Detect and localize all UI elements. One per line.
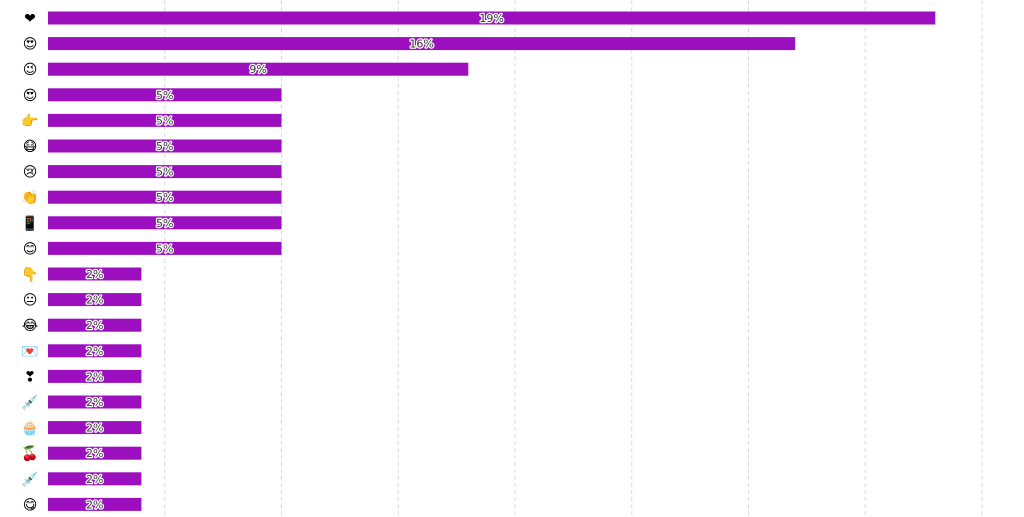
heart-eyes-face-icon: 😍 [23,88,38,104]
pointing-right-icon: 👉 [21,112,39,129]
bar-layer [48,11,936,511]
bar [48,190,282,204]
bar [48,88,282,102]
grid-layer [164,0,983,517]
bar [48,216,282,230]
bar-value-label: 5% [156,217,173,230]
bar-value-label: 2% [86,294,103,307]
bar-value-label: 5% [156,242,173,255]
crying-face-icon: 😢 [23,165,38,181]
bar [48,113,282,127]
winking-face-icon: 😉 [23,62,38,78]
laughing-face-icon: 😂 [22,318,38,334]
bar-value-label: 16% [409,38,433,51]
bar [48,497,142,511]
clapping-hands-icon: 👏 [21,189,38,206]
heart-exclamation-icon: ❣ [24,369,36,385]
mask-face-icon: 😷 [23,139,38,155]
bar [48,62,469,76]
bar-value-label: 2% [86,422,103,435]
bar [48,318,142,332]
bar-value-label: 2% [86,319,103,332]
icon-layer: ❤ 😍 😉 😍 👉 😷 😢 👏 📱 😊 👇 😐 😂 💌 ❣ 💉 🧁 🍒 💉 😋 [21,11,39,513]
bar-value-label: 2% [86,268,103,281]
bar-value-label: 2% [86,396,103,409]
mobile-phone-icon: 📱 [21,215,38,232]
bar [48,472,142,486]
bar-value-label: 9% [249,63,266,76]
smiling-face-icon: 😊 [23,241,38,257]
bar-value-label: 2% [86,498,103,511]
bar [48,421,142,435]
bar-value-label: 2% [86,345,103,358]
syringe-icon: 💉 [21,394,38,411]
heart-eyes-face-icon: 😍 [23,37,38,53]
bar [48,165,282,179]
syringe-icon: 💉 [21,471,38,488]
bar-value-label: 5% [156,114,173,127]
bar-value-label: 5% [156,166,173,179]
neutral-face-icon: 😐 [23,293,38,309]
label-layer: 19% 16% 9% 5% 5% 5% 5% 5% 5% 5% 2% 2% 2% 2% 2% 2% 2% 2% 2%… [85,11,505,513]
pointing-down-icon: 👇 [21,266,38,283]
bar [48,344,142,358]
bar-value-label: 5% [156,140,173,153]
bar [48,139,282,153]
heart-icon: ❤ [24,11,36,27]
bar-value-label: 5% [156,191,173,204]
bar-value-label: 5% [156,89,173,102]
bar-value-label: 2% [86,370,103,383]
bar [48,293,142,307]
love-letter-icon: 💌 [21,344,38,360]
bar [48,369,142,383]
bar [48,11,936,25]
cherries-icon: 🍒 [21,445,38,462]
cupcake-icon: 🧁 [21,420,38,437]
bar-value-label: 2% [86,473,103,486]
bar-value-label: 19% [479,12,503,25]
bar-value-label: 2% [86,447,103,460]
bar [48,241,282,255]
bar [48,395,142,409]
yum-face-icon: 😋 [23,497,38,513]
bar [48,267,142,281]
bar [48,37,796,51]
bar [48,446,142,460]
